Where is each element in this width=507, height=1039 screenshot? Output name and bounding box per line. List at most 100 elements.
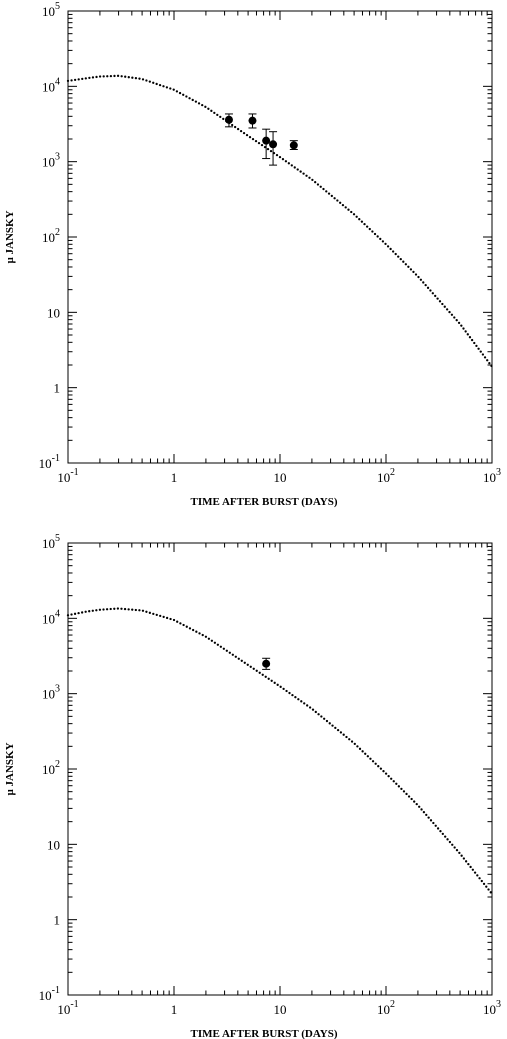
model-curve-dot <box>446 838 449 841</box>
model-curve-dot <box>379 767 383 770</box>
model-curve-dot <box>158 83 162 87</box>
model-curve-dot <box>213 111 216 114</box>
model-curve-dot <box>284 160 288 163</box>
model-curve-dot <box>185 625 188 628</box>
model-curve-dot <box>165 616 169 620</box>
model-curve-dot <box>70 613 73 616</box>
model-curve-dot <box>145 610 148 613</box>
model-curve-dot <box>458 851 461 855</box>
model-curve-dot <box>473 871 477 874</box>
model-curve-dot <box>422 281 425 284</box>
model-curve-dot <box>360 220 364 223</box>
model-curve-dot <box>162 615 165 619</box>
model-curve-dot <box>418 805 421 808</box>
x-tick-label-exp: 2 <box>390 999 395 1010</box>
model-curve-dot <box>417 275 420 279</box>
model-curve-dot <box>342 733 345 736</box>
x-tick-label-base: 1 <box>171 1002 178 1017</box>
y-tick-label-exp: 4 <box>55 608 60 619</box>
data-point <box>269 131 278 166</box>
model-curve-dot <box>134 608 137 612</box>
model-curve-dot <box>182 93 185 96</box>
model-curve-dot <box>216 643 220 646</box>
model-curve-dot <box>439 830 442 833</box>
x-tick-label-base: 10 <box>377 470 390 485</box>
model-curve-dot <box>141 609 145 612</box>
y-tick-label: 103 <box>42 152 60 170</box>
model-curve-dot <box>471 868 474 871</box>
model-curve-dot <box>201 103 204 107</box>
model-curve-dot <box>165 86 169 89</box>
model-curve-dot <box>436 827 440 830</box>
model-curve-dot <box>366 755 369 758</box>
model-curve-dot <box>399 257 402 261</box>
model-curve-dot <box>412 270 415 274</box>
model-curve-dot <box>460 854 463 857</box>
model-curve-dot <box>303 702 306 705</box>
model-curve-dot <box>95 75 98 79</box>
x-tick-label: 10-1 <box>57 999 78 1017</box>
model-curve-dot <box>363 222 366 226</box>
model-curve-dot <box>273 681 276 684</box>
x-tick-label-base: 10 <box>57 470 70 485</box>
model-curve-dot <box>123 607 127 611</box>
model-curve-dot <box>80 611 84 614</box>
model-curve-dot <box>453 316 456 319</box>
model-curve-dot <box>84 610 87 613</box>
model-curve-dot <box>127 76 130 79</box>
x-tick-label-base: 1 <box>171 470 178 485</box>
y-tick-label-exp: 5 <box>55 1 60 12</box>
y-tick-label-base: 10 <box>42 536 55 551</box>
model-curve-dot <box>113 607 116 610</box>
model-curve-dot <box>216 113 219 117</box>
model-curve-dot <box>467 862 470 866</box>
model-curve-dot <box>366 225 369 228</box>
model-curve-dot <box>288 691 291 695</box>
model-curve-dot <box>322 187 325 191</box>
y-tick-label: 1 <box>54 913 61 928</box>
model-curve-dot <box>341 203 345 207</box>
model-curve-dot <box>175 90 179 93</box>
model-curve-dot <box>478 877 481 880</box>
model-curve-dot <box>328 722 331 725</box>
model-curve-dot <box>445 308 449 311</box>
model-curve-dot <box>191 98 194 102</box>
model-curve-dot <box>169 87 172 90</box>
model-curve-dot <box>356 745 359 748</box>
model-curve-dot <box>201 633 204 637</box>
y-tick-label-base: 10 <box>42 611 55 626</box>
model-curve-dot <box>489 891 492 894</box>
model-curve-dot <box>269 149 273 153</box>
model-curve-dot <box>178 91 182 95</box>
model-curve-dot <box>347 208 350 211</box>
model-curve-dot <box>334 726 337 730</box>
model-curve-dot <box>102 75 105 78</box>
model-curve-dot <box>290 164 293 167</box>
model-curve-dot <box>131 76 134 79</box>
model-curve-dot <box>427 816 430 819</box>
model-curve-dot <box>279 685 282 688</box>
model-curve-dot <box>210 109 213 112</box>
data-points <box>224 113 298 166</box>
model-curve-dot <box>243 661 246 664</box>
model-curve-dot <box>384 772 388 775</box>
model-curve-dot <box>462 327 465 330</box>
model-curve-dot <box>473 341 476 345</box>
model-curve-dot <box>188 97 191 100</box>
model-curve-dot <box>402 260 405 263</box>
model-curve-dot <box>485 885 488 888</box>
y-tick-label-base: 10 <box>42 4 55 19</box>
model-curve-dot <box>257 141 261 145</box>
model-curve-dot <box>431 292 434 295</box>
model-curve-dot <box>84 77 87 80</box>
y-tick-label: 10-1 <box>39 453 60 471</box>
data-point-marker <box>289 141 298 150</box>
y-tick-label: 10-1 <box>39 985 60 1003</box>
x-tick-label: 102 <box>377 999 395 1017</box>
model-curve-dot <box>252 667 255 670</box>
model-curve-dot <box>410 797 413 801</box>
model-curve-dot <box>481 353 485 356</box>
model-curve-dot <box>424 283 427 287</box>
model-curve-dot <box>382 770 385 773</box>
